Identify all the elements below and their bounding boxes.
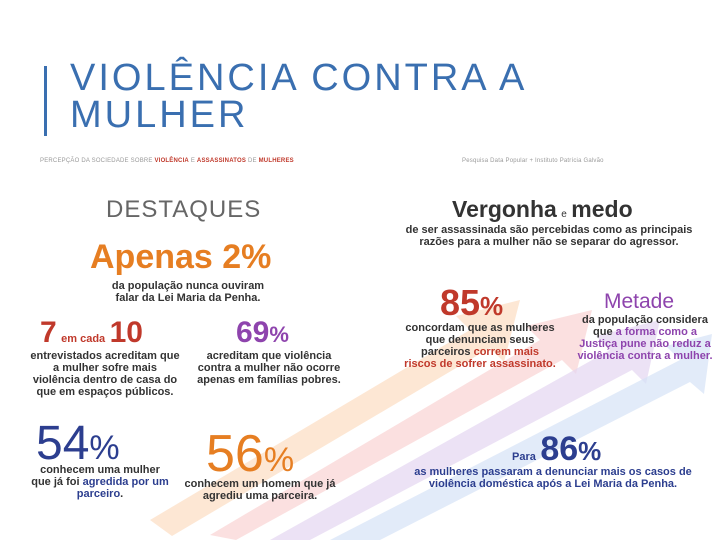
apenas-2-text: da população nunca ouviram falar da Lei …	[111, 280, 265, 304]
subtitle-left: PERCEPÇÃO DA SOCIEDADE SOBRE VIOLÊNCIA E…	[40, 158, 294, 164]
sete-em-cada-dez: 7 em cada 10	[40, 316, 143, 349]
subtitle-right: Pesquisa Data Popular + Instituto Patríc…	[462, 158, 604, 164]
p86-stat: Para 86%	[512, 430, 602, 468]
sete-text: entrevistados acreditam que a mulher sof…	[30, 350, 180, 398]
destaques-heading: DESTAQUES	[106, 196, 262, 223]
p56-text: conhecem um homem que já agrediu uma par…	[184, 478, 336, 502]
metade-heading: Metade	[604, 290, 675, 313]
vergonha-text: de ser assassinada são percebidas como a…	[405, 224, 693, 248]
p54-stat: 54%	[36, 417, 120, 470]
p85-text: concordam que as mulheres que denunciam …	[404, 322, 556, 370]
vergonha-medo-heading: Vergonha e medo	[452, 196, 633, 222]
apenas-2-label: Apenas 2%	[90, 238, 272, 276]
metade-text: da população considera que a forma como …	[577, 314, 713, 362]
p69-stat: 69%	[236, 316, 289, 349]
p54-text: conhecem uma mulher que já foi agredida …	[31, 464, 169, 500]
p86-text: as mulheres passaram a denunciar mais os…	[414, 466, 692, 490]
page-title: VIOLÊNCIA CONTRA A MULHER	[70, 57, 528, 136]
title-accent-bar	[44, 66, 47, 136]
p85-stat: 85%	[440, 282, 504, 323]
p56-stat: 56%	[206, 425, 295, 483]
p69-text: acreditam que violência contra a mulher …	[197, 350, 341, 386]
